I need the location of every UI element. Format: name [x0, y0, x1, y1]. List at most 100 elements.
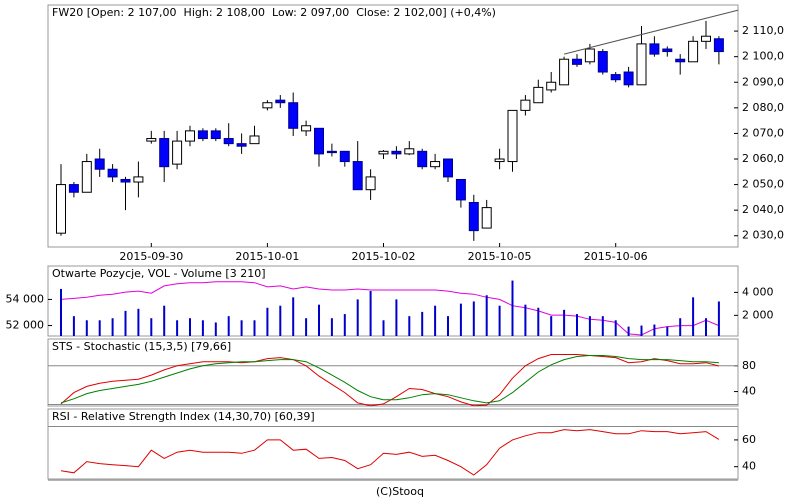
volume-bar: [356, 299, 359, 336]
volume-bar: [653, 324, 656, 336]
candle-body: [68, 184, 79, 193]
y-tick-label: 2 000: [742, 308, 774, 321]
y-tick-label: 2 040,0: [742, 203, 784, 216]
candle-body: [146, 138, 157, 142]
volume-bar: [382, 320, 385, 336]
volume-bar: [614, 320, 617, 336]
candle-body: [56, 184, 66, 234]
volume-bar: [240, 320, 243, 336]
volume-bar: [511, 280, 514, 336]
candle-body: [365, 176, 376, 191]
candle-body: [223, 138, 234, 145]
volume-bar: [189, 318, 191, 336]
candle-body: [339, 150, 350, 163]
open-interest-line: [60, 281, 720, 336]
panel: [47, 265, 739, 337]
candle-body: [584, 48, 595, 63]
x-tick-label: 2015-10-06: [584, 250, 648, 263]
volume-bar: [692, 297, 695, 336]
volume-bar: [705, 318, 707, 336]
x-tick-label: 2015-10-01: [235, 250, 299, 263]
panel-title: RSI - Relative Strength Index (14,30,70)…: [52, 410, 315, 423]
candle-body: [94, 158, 105, 170]
volume-bar: [111, 318, 114, 336]
candle-body: [468, 201, 479, 232]
y-tick-label: 4 000: [742, 285, 774, 298]
candle-body: [404, 148, 415, 155]
candle-body: [636, 43, 647, 86]
y-tick-label: 2 050,0: [742, 178, 784, 191]
candle-body: [443, 158, 453, 178]
y-tick-label: 80: [742, 359, 756, 372]
volume-bar: [563, 309, 566, 336]
volume-bar: [176, 320, 179, 336]
footer: (C)Stooq: [376, 485, 424, 498]
volume-bar: [679, 318, 682, 336]
volume-bar: [459, 303, 462, 336]
candle-body: [288, 102, 299, 129]
panel: [47, 4, 739, 248]
y-tick-label: 2 070,0: [742, 126, 784, 139]
volume-bar: [588, 316, 591, 336]
volume-bar: [292, 297, 295, 336]
volume-bar: [330, 318, 333, 336]
x-tick-label: 2015-10-02: [352, 250, 416, 263]
candle-body: [275, 99, 286, 104]
panel: [47, 338, 739, 407]
volume-bar: [98, 320, 101, 336]
candle-body: [81, 161, 92, 193]
volume-bar: [305, 318, 308, 336]
candle-body: [494, 158, 505, 163]
candle-body: [352, 161, 363, 191]
x-tick-label: 2015-10-05: [468, 250, 532, 263]
candle-body: [701, 35, 711, 42]
candle-body: [455, 178, 466, 201]
volume-bar: [472, 301, 475, 336]
y-tick-label: 40: [742, 460, 756, 473]
candle-body: [417, 150, 428, 168]
candle-body: [120, 178, 131, 183]
candle-body: [713, 38, 724, 53]
x-tick-label: 2015-09-30: [119, 250, 183, 263]
candle-body: [662, 48, 673, 53]
y-tick-label: 2 090,0: [742, 75, 784, 88]
candle-body: [597, 51, 608, 73]
y-tick-label: 54 000: [6, 292, 45, 305]
volume-bar: [253, 320, 256, 336]
candle-body: [559, 58, 570, 86]
volume-bar: [318, 304, 320, 336]
y-tick-label: 2 030,0: [742, 229, 784, 242]
candle-body: [378, 150, 389, 155]
volume-bar: [395, 299, 398, 336]
candle-body: [546, 81, 557, 91]
volume-bar: [279, 305, 282, 336]
candle-body: [210, 130, 221, 140]
panel-title: STS - Stochastic (15,3,5) [79,66]: [52, 340, 231, 353]
volume-bar: [717, 301, 720, 336]
candle-body: [314, 127, 324, 155]
y-tick-label: 60: [742, 433, 756, 446]
candle-body: [520, 99, 531, 111]
volume-bar: [343, 314, 346, 336]
volume-bar: [627, 326, 630, 336]
candle-body: [185, 130, 195, 142]
candle-body: [197, 130, 208, 140]
y-tick-label: 2 060,0: [742, 152, 784, 165]
candle-body: [688, 40, 699, 63]
candle-body: [326, 150, 337, 154]
volume-bar: [163, 305, 166, 336]
volume-bar: [537, 307, 540, 336]
candle-body: [533, 86, 544, 104]
volume-bar: [447, 316, 449, 336]
volume-bar: [227, 316, 230, 336]
candle-body: [430, 161, 441, 168]
y-tick-label: 40: [742, 385, 756, 398]
volume-bar: [550, 316, 553, 336]
volume-bar: [524, 304, 527, 336]
candle-body: [262, 102, 273, 109]
candle-body: [236, 143, 247, 147]
trendline: [563, 9, 739, 55]
candle-body: [675, 58, 686, 63]
candle-body: [610, 74, 621, 81]
